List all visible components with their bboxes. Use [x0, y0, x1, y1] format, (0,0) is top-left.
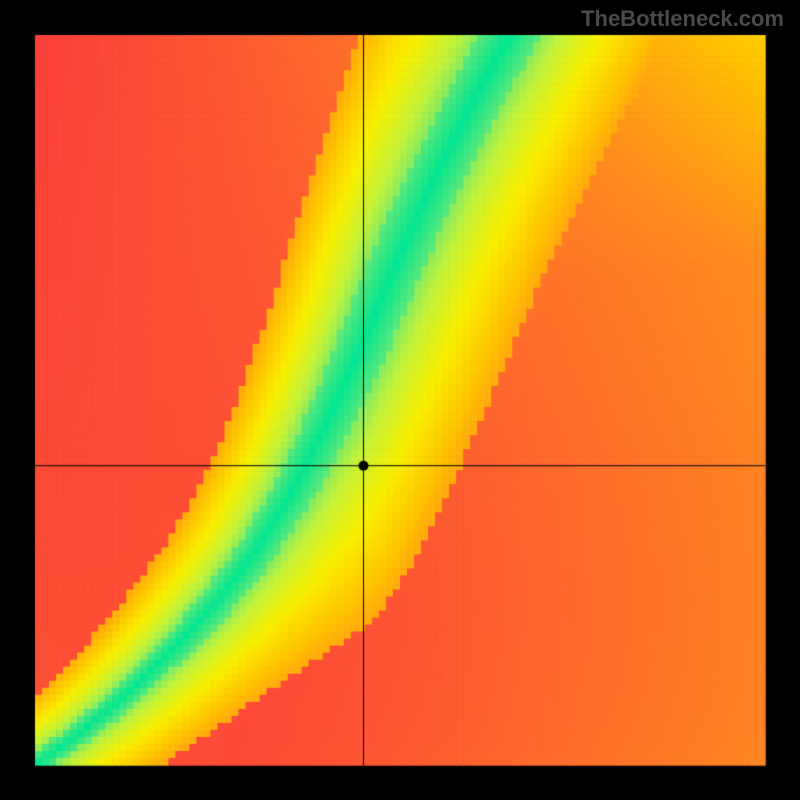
chart-container: { "watermark": { "text": "TheBottleneck.…: [0, 0, 800, 800]
bottleneck-heatmap: [0, 0, 800, 800]
watermark-text: TheBottleneck.com: [581, 6, 784, 32]
